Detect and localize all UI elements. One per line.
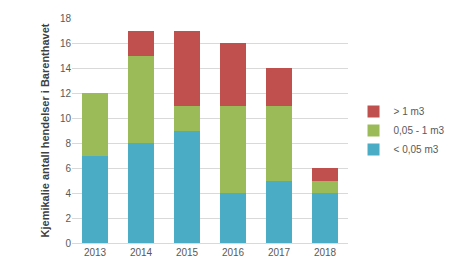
svg-text:< 0,05 m3: < 0,05 m3	[394, 144, 439, 155]
svg-text:2013: 2013	[84, 247, 107, 258]
svg-text:8: 8	[65, 138, 71, 149]
svg-text:0,05 - 1 m3: 0,05 - 1 m3	[394, 125, 445, 136]
svg-text:2014: 2014	[130, 247, 153, 258]
svg-text:16: 16	[60, 38, 72, 49]
svg-text:2017: 2017	[268, 247, 291, 258]
svg-text:2: 2	[65, 213, 71, 224]
svg-text:12: 12	[60, 88, 72, 99]
svg-text:> 1 m3: > 1 m3	[394, 106, 425, 117]
svg-text:2018: 2018	[314, 247, 337, 258]
svg-text:6: 6	[65, 163, 71, 174]
svg-text:2016: 2016	[222, 247, 245, 258]
svg-text:0: 0	[65, 238, 71, 249]
svg-text:4: 4	[65, 188, 71, 199]
svg-text:10: 10	[60, 113, 72, 124]
svg-text:Kjemikalie antall hendelser i: Kjemikalie antall hendelser i Barenthave…	[39, 23, 51, 237]
svg-text:2015: 2015	[176, 247, 199, 258]
svg-text:18: 18	[60, 13, 72, 24]
svg-text:14: 14	[60, 63, 72, 74]
